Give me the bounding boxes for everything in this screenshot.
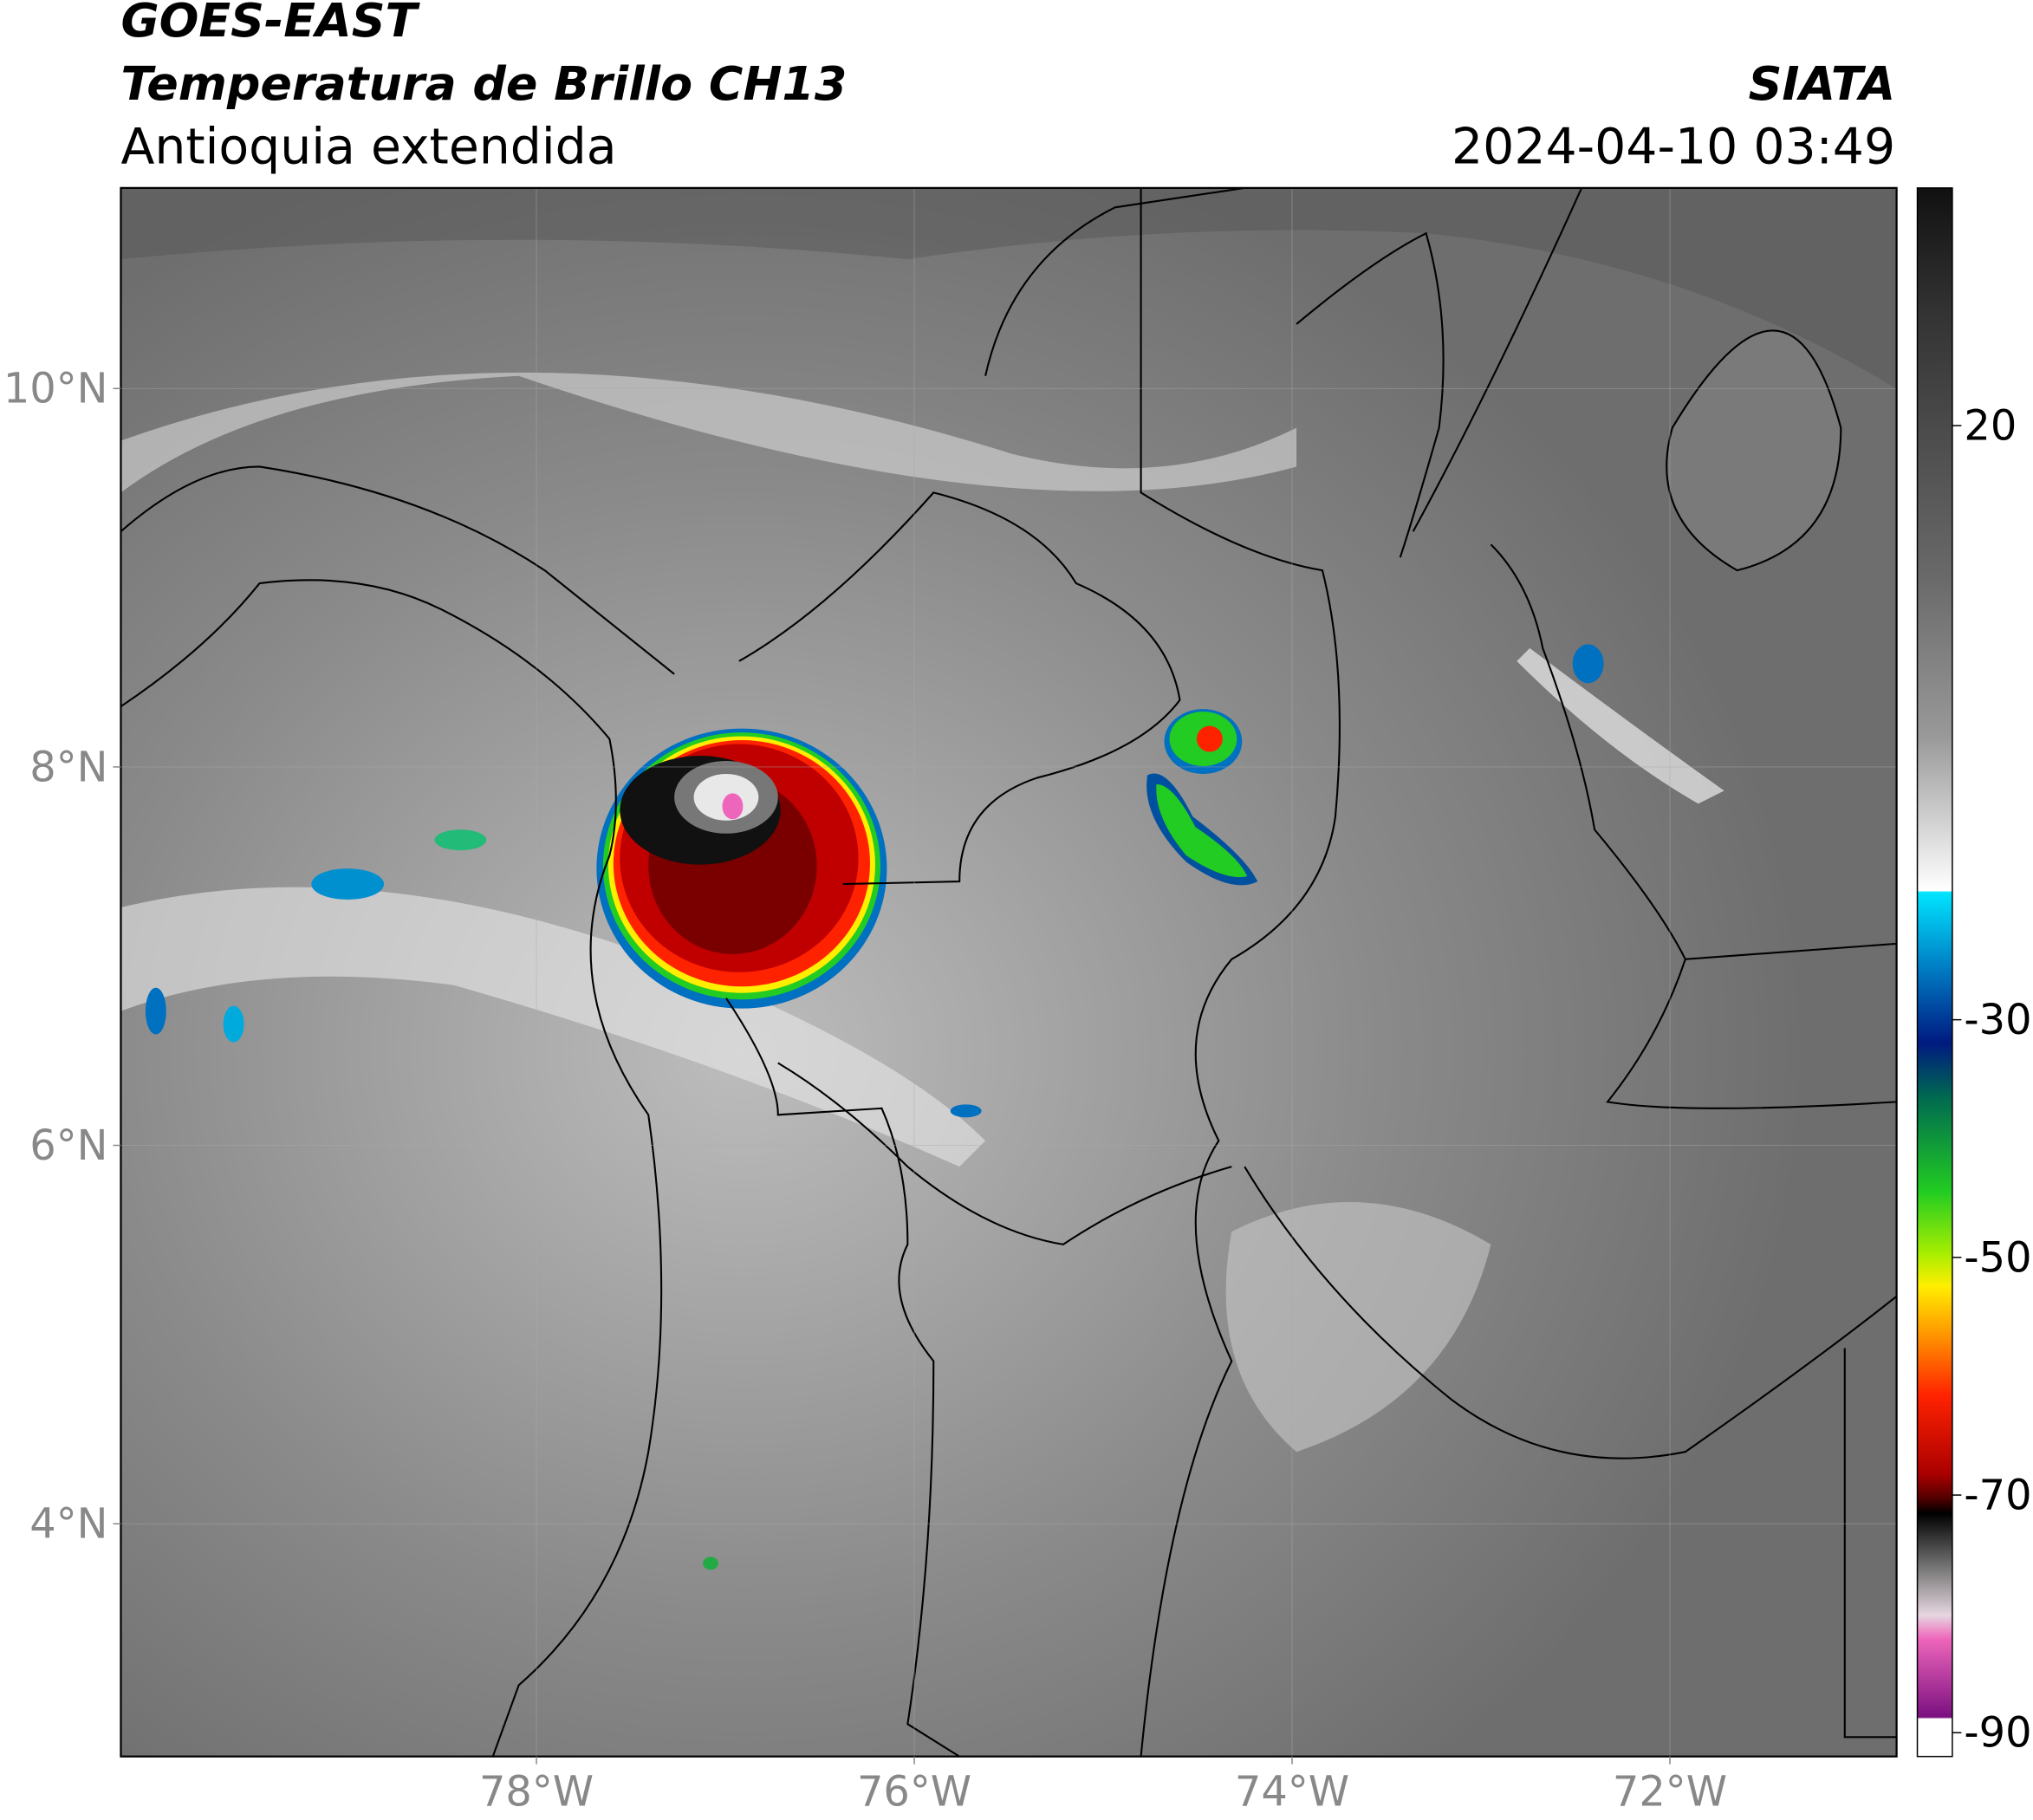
land-area: [1666, 330, 1841, 571]
y-tick-label: 10°N: [3, 366, 108, 413]
y-tick-label: 8°N: [29, 744, 107, 791]
map-frame: [120, 186, 1898, 1758]
x-tick-label: 72°W: [1613, 1769, 1727, 1817]
dark-area: [120, 187, 1897, 389]
y-tick-label: 4°N: [29, 1501, 107, 1549]
cloud-band: [120, 372, 1297, 493]
small-storms: [145, 644, 1604, 1570]
colorbar-tick-label: -30: [1964, 997, 2031, 1044]
colorbar-tick-label: -50: [1964, 1234, 2031, 1282]
cloud-band: [120, 887, 986, 1167]
y-tick-label: 6°N: [29, 1122, 107, 1170]
product-title: Temperatura de Brillo CH13: [120, 56, 847, 111]
x-tick-label: 76°W: [857, 1769, 971, 1817]
colorbar: [1916, 187, 1953, 1758]
colorbar-tick-label: 20: [1964, 403, 2017, 451]
grid: [120, 187, 1897, 1757]
cloud-band: [1517, 647, 1724, 804]
colorbar-tick-label: -70: [1964, 1472, 2031, 1520]
satellite-title: GOES-EAST: [120, 0, 420, 48]
source-label: SIATA: [1749, 56, 1896, 111]
timestamp: 2024-04-10 03:49: [1452, 118, 1895, 175]
x-tick-label: 74°W: [1235, 1769, 1349, 1817]
storm: [596, 728, 887, 1009]
borders: [120, 187, 1897, 1757]
region-subtitle: Antioquia extendida: [120, 118, 616, 175]
x-tick-label: 78°W: [479, 1769, 594, 1817]
colorbar-tick-label: -90: [1964, 1710, 2031, 1758]
satellite-image: [120, 187, 1897, 1757]
